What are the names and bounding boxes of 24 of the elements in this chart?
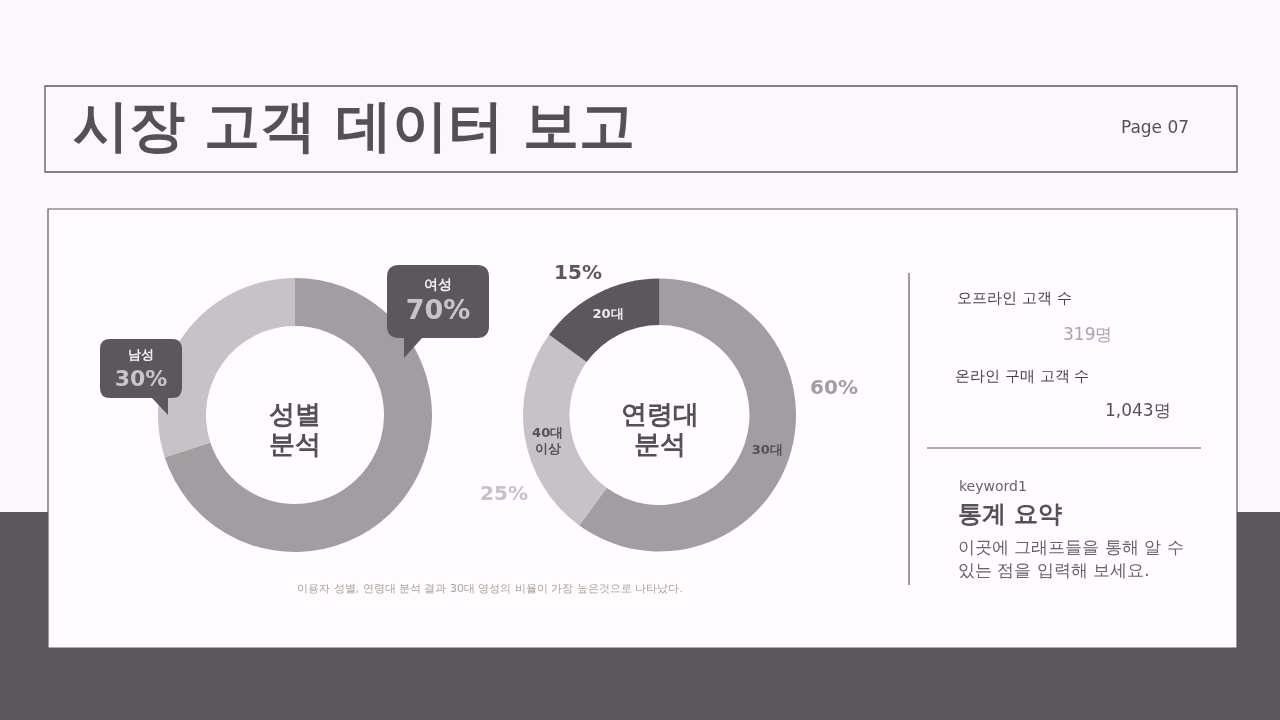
text: 연령대 분석 <box>620 399 699 459</box>
data-label: 15% <box>554 260 602 284</box>
donut-slice <box>579 278 796 552</box>
text: 이곳에 그래프들을 통해 알 수 있는 점을 입력해 보세요. <box>958 537 1184 580</box>
data-label: 60% <box>810 375 858 399</box>
donut-slice <box>549 278 660 363</box>
text: 319명 <box>1063 324 1113 344</box>
text: 성별 분석 <box>269 399 321 459</box>
text: 오프라인 고객 수 <box>957 289 1072 307</box>
data-label: 25% <box>480 481 528 505</box>
text: 이용자 성별, 연령대 분석 결과 30대 영성의 비율이 가장 높은것으로 나타났다. <box>297 582 683 595</box>
text: 시장 고객 데이터 보고 <box>73 93 636 158</box>
text: 1,043명 <box>1105 400 1171 420</box>
text: keyword1 <box>959 478 1027 494</box>
text: Page 07 <box>1120 117 1190 137</box>
slice-label: 20대 <box>592 306 624 322</box>
text: 통계 요약 <box>958 500 1063 528</box>
slice-label: 남성 <box>128 347 154 362</box>
data-label: 30% <box>114 366 168 391</box>
slice-label: 40대 이상 <box>532 424 564 456</box>
text: 온라인 구매 고객 수 <box>955 367 1090 385</box>
slice-label: 30대 <box>751 442 783 457</box>
data-label: 70% <box>405 294 471 325</box>
slice-label: 여성 <box>424 276 452 292</box>
